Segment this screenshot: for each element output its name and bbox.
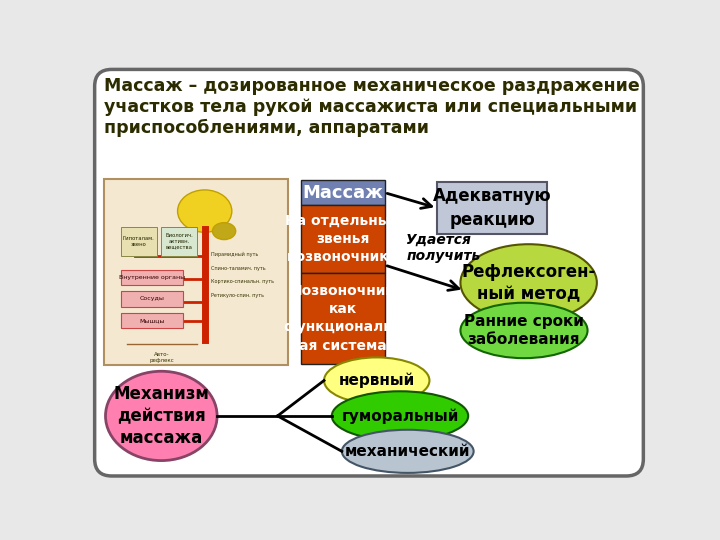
Text: гуморальный: гуморальный	[341, 408, 459, 424]
FancyBboxPatch shape	[94, 70, 644, 476]
Ellipse shape	[461, 303, 588, 358]
Text: нервный: нервный	[338, 373, 415, 388]
Text: Внутренние органы: Внутренние органы	[119, 275, 185, 280]
Text: Механизм
действия
массажа: Механизм действия массажа	[113, 384, 210, 447]
Text: Мышцы: Мышцы	[139, 318, 165, 323]
Text: Биологич.
активн.
вещества: Биологич. активн. вещества	[166, 233, 193, 249]
Text: Спино-таламич. путь: Спино-таламич. путь	[211, 266, 266, 271]
Text: Пирамидный путь: Пирамидный путь	[211, 252, 258, 257]
Ellipse shape	[461, 244, 597, 321]
FancyBboxPatch shape	[121, 226, 157, 256]
FancyBboxPatch shape	[121, 291, 183, 307]
Text: Ранние сроки
заболевания: Ранние сроки заболевания	[464, 314, 584, 347]
FancyBboxPatch shape	[437, 182, 547, 234]
FancyBboxPatch shape	[121, 269, 183, 285]
Text: Удается
получить: Удается получить	[406, 233, 480, 263]
Text: Сосуды: Сосуды	[140, 296, 164, 301]
Ellipse shape	[106, 372, 217, 461]
FancyBboxPatch shape	[161, 226, 197, 256]
Text: Позвоночник
как
функциональн
ая система: Позвоночник как функциональн ая система	[284, 284, 402, 353]
Text: Массаж: Массаж	[302, 184, 383, 201]
Ellipse shape	[178, 190, 232, 232]
Ellipse shape	[324, 357, 429, 403]
FancyBboxPatch shape	[301, 273, 384, 363]
Text: На отдельные
звенья
позвоночника: На отдельные звенья позвоночника	[285, 213, 400, 264]
Text: механический: механический	[345, 444, 470, 459]
Ellipse shape	[342, 430, 474, 473]
Ellipse shape	[332, 392, 468, 441]
Text: Гипоталам.
звено: Гипоталам. звено	[123, 236, 155, 247]
Text: Массаж – дозированное механическое раздражение
участков тела рукой массажиста ил: Массаж – дозированное механическое раздр…	[104, 77, 639, 137]
Text: Ретикуло-спин. путь: Ретикуло-спин. путь	[211, 293, 264, 298]
FancyBboxPatch shape	[104, 179, 289, 365]
Text: Рефлексоген-
ный метод: Рефлексоген- ный метод	[462, 262, 596, 303]
FancyBboxPatch shape	[301, 205, 384, 273]
FancyBboxPatch shape	[301, 180, 384, 205]
FancyBboxPatch shape	[121, 313, 183, 328]
Text: Авто-
рефлекс: Авто- рефлекс	[150, 352, 174, 363]
Ellipse shape	[212, 222, 235, 240]
Text: Адекватную
реакцию: Адекватную реакцию	[433, 187, 552, 229]
Text: Кортико-спинальн. путь: Кортико-спинальн. путь	[211, 279, 274, 285]
